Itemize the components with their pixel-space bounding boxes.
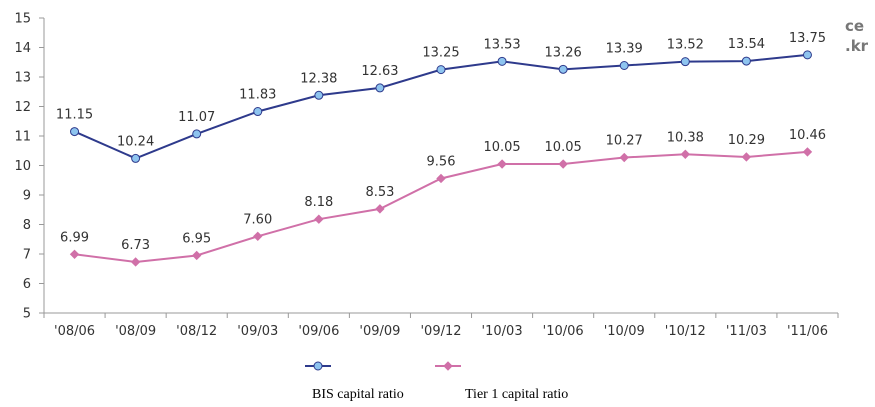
- x-tick-label: '09/09: [359, 324, 400, 339]
- data-point: [192, 129, 202, 139]
- data-label: 8.53: [365, 185, 394, 200]
- data-point: [497, 56, 507, 66]
- y-tick-label: 12: [14, 100, 31, 115]
- data-label: 13.54: [728, 37, 765, 52]
- data-label: 11.83: [239, 88, 276, 103]
- data-point: [619, 60, 629, 70]
- data-point: [375, 204, 385, 214]
- x-tick-label: '10/06: [543, 324, 584, 339]
- x-tick-label: '10/03: [482, 324, 523, 339]
- x-axis: '08/06 '08/09 '08/12 '09/03 '09/06 '09/09 '09/…: [43, 312, 839, 339]
- y-tick-label: 8: [23, 218, 31, 233]
- x-tick-label: '11/03: [726, 324, 767, 339]
- data-label: 12.38: [300, 71, 337, 86]
- data-point: [70, 127, 80, 137]
- data-point: [314, 214, 324, 224]
- y-tick-label: 13: [14, 71, 31, 86]
- data-point: [802, 147, 813, 157]
- x-tick-label: '10/09: [604, 324, 645, 339]
- x-tick-label: '10/12: [665, 324, 706, 339]
- data-point: [802, 50, 812, 60]
- data-label: 6.73: [121, 238, 150, 253]
- legend-label: Tier 1 capital ratio: [465, 387, 568, 402]
- data-point: [741, 56, 751, 66]
- data-label: 10.29: [728, 133, 765, 148]
- data-label: 9.56: [427, 154, 456, 169]
- corner-text-2: .kr: [845, 37, 869, 55]
- data-point: [436, 65, 446, 75]
- y-tick-label: 7: [23, 248, 31, 263]
- y-tick-label: 6: [23, 277, 31, 292]
- data-point: [558, 64, 568, 74]
- data-point: [680, 57, 690, 67]
- y-axis: 5 6 7 8 9 10 11 12 13 14 15: [14, 12, 45, 322]
- y-tick-label: 10: [14, 159, 31, 174]
- x-tick-label: '08/09: [115, 324, 156, 339]
- data-point: [253, 231, 263, 242]
- legend-marker: [443, 361, 453, 371]
- x-tick-label: '09/06: [298, 324, 339, 339]
- legend-marker: [313, 361, 323, 371]
- data-point: [436, 173, 446, 184]
- data-label: 12.63: [361, 64, 398, 79]
- legend: BIS capital ratio Tier 1 capital ratio: [305, 361, 568, 402]
- data-label: 13.26: [545, 45, 582, 60]
- data-point: [191, 250, 202, 261]
- data-point: [741, 152, 752, 162]
- data-point: [314, 90, 324, 100]
- y-tick-label: 5: [23, 307, 31, 322]
- data-point: [130, 257, 141, 267]
- data-label: 10.05: [483, 140, 520, 155]
- data-point: [131, 153, 141, 163]
- data-label: 13.39: [606, 41, 643, 56]
- data-label: 8.18: [304, 195, 333, 210]
- x-tick-label: '08/06: [54, 324, 95, 339]
- data-label: 7.60: [243, 212, 272, 227]
- data-label: 13.25: [422, 46, 459, 61]
- data-label: 13.53: [483, 37, 520, 52]
- data-label: 10.27: [606, 134, 643, 149]
- x-tick-label: '08/12: [176, 324, 217, 339]
- data-label: 10.38: [667, 130, 704, 145]
- data-point: [253, 107, 263, 117]
- data-label: 6.99: [60, 230, 89, 245]
- legend-label: BIS capital ratio: [312, 387, 404, 402]
- data-point: [375, 83, 385, 93]
- y-tick-label: 9: [23, 189, 31, 204]
- data-label: 6.95: [182, 231, 211, 246]
- data-label: 11.07: [178, 110, 215, 125]
- data-label: 10.46: [789, 128, 826, 143]
- data-point: [497, 159, 507, 169]
- x-tick-label: '11/06: [787, 324, 828, 339]
- corner-text-1: ce: [845, 17, 864, 35]
- data-label: 13.52: [667, 38, 704, 53]
- data-label: 13.75: [789, 31, 826, 46]
- x-tick-label: '09/12: [420, 324, 461, 339]
- data-point: [619, 152, 629, 163]
- data-label: 10.24: [117, 134, 154, 149]
- y-tick-label: 11: [14, 130, 31, 145]
- data-point: [558, 159, 568, 169]
- y-tick-label: 15: [14, 12, 31, 27]
- data-point: [680, 149, 691, 159]
- data-label: 11.15: [56, 108, 93, 123]
- x-tick-label: '09/03: [237, 324, 278, 339]
- y-tick-label: 14: [14, 41, 31, 56]
- data-label: 10.05: [545, 140, 582, 155]
- series-layer: 11.15 10.24 11.07 11.83 12.38 12.63 13.25 13.53…: [56, 31, 826, 267]
- data-point: [69, 249, 80, 260]
